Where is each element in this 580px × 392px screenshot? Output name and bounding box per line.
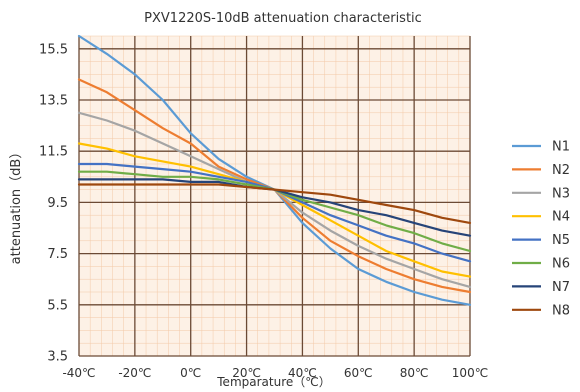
y-tick-label: 9.5 <box>47 196 68 211</box>
y-axis-tick-labels: 3.5 5.5 7.5 9.5 11.5 13.5 15.5 <box>39 42 68 364</box>
y-tick-label: 7.5 <box>47 247 68 262</box>
major-gridlines <box>78 36 471 357</box>
y-tick-label: 15.5 <box>39 42 68 57</box>
x-axis-label: Temparature（℃） <box>216 375 330 389</box>
x-tick-label: -40℃ <box>62 366 95 380</box>
legend-label-n6: N6 <box>552 257 570 272</box>
x-tick-label: 60℃ <box>344 366 373 380</box>
x-tick-label: 80℃ <box>400 366 429 380</box>
legend: N1 N2 N3 N4 N5 N6 N7 N8 <box>512 140 570 318</box>
chart-title: PXV1220S-10dB attenuation characteristic <box>144 11 422 26</box>
x-tick-label: 40℃ <box>288 366 317 380</box>
x-tick-label: 0℃ <box>180 366 201 380</box>
y-tick-label: 11.5 <box>39 145 68 160</box>
y-tick-label: 3.5 <box>47 350 68 365</box>
legend-label-n4: N4 <box>552 210 570 225</box>
x-tick-label: -20℃ <box>118 366 151 380</box>
series-line-n8 <box>77 183 472 224</box>
y-axis-label: attenuation（dB） <box>9 146 24 265</box>
x-tick-label: 100℃ <box>452 366 488 380</box>
plot-background <box>79 36 470 356</box>
x-axis-tick-labels: -40℃ -20℃ 0℃ 20℃ 40℃ 60℃ 80℃ 100℃ <box>62 366 488 380</box>
y-tick-label: 13.5 <box>39 94 68 109</box>
legend-label-n8: N8 <box>552 303 570 318</box>
legend-label-n2: N2 <box>552 163 570 178</box>
legend-label-n1: N1 <box>552 140 570 155</box>
x-tick-label: 20℃ <box>232 366 261 380</box>
series-lines <box>77 34 472 306</box>
plot-area <box>79 36 470 356</box>
legend-label-n5: N5 <box>552 233 570 248</box>
legend-label-n7: N7 <box>552 280 570 295</box>
legend-label-n3: N3 <box>552 186 570 201</box>
y-tick-label: 5.5 <box>47 298 68 313</box>
